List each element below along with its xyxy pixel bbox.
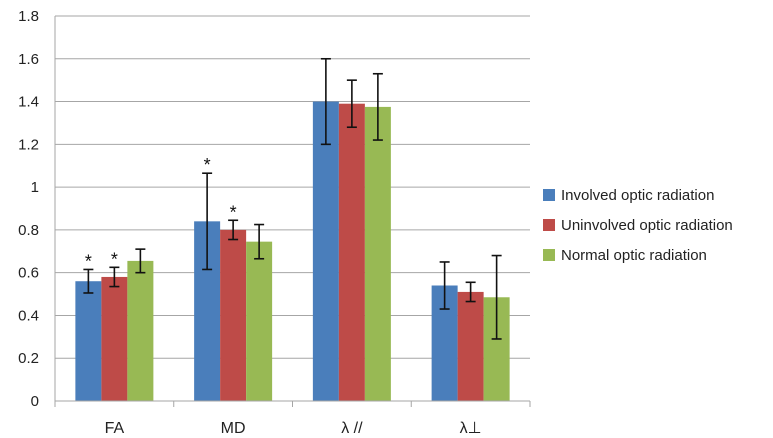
bar (338, 103, 365, 401)
bar (75, 281, 102, 401)
legend-label: Uninvolved optic radiation (561, 216, 733, 234)
y-tick-label: 1.2 (18, 136, 39, 153)
bar (220, 229, 247, 401)
significance-star: * (85, 251, 92, 271)
y-tick-label: 1 (31, 179, 39, 196)
y-axis-tick-labels: 0 0.2 0.4 0.6 0.8 1 1.2 1.4 1.6 1.8 (18, 8, 39, 410)
y-tick-label: 0.2 (18, 350, 39, 367)
category-label: FA (105, 420, 125, 437)
significance-star: * (230, 202, 237, 222)
legend-swatch (543, 219, 555, 231)
category-label: MD (221, 420, 246, 437)
significance-star: * (204, 155, 211, 175)
legend-swatch (543, 189, 555, 201)
legend-label: Involved optic radiation (561, 186, 715, 204)
error-bars (83, 57, 502, 340)
legend-item: Involved optic radiation (543, 180, 733, 210)
bar (101, 276, 128, 401)
y-tick-label: 0.4 (18, 307, 39, 324)
axes (54, 16, 531, 407)
bar (457, 291, 484, 401)
legend-item: Uninvolved optic radiation (543, 210, 733, 240)
y-tick-label: 0.8 (18, 222, 39, 239)
category-label: λ⊥ (460, 420, 482, 437)
bar (127, 260, 154, 401)
bar (364, 106, 391, 402)
y-tick-label: 0.6 (18, 265, 39, 282)
significance-markers: * * * * (85, 155, 237, 271)
category-label: λ // (341, 420, 363, 437)
legend-label: Normal optic radiation (561, 246, 707, 264)
x-axis-category-labels: FA MD λ // λ⊥ (105, 420, 482, 437)
y-tick-label: 1.6 (18, 51, 39, 68)
y-tick-label: 0 (31, 393, 39, 410)
legend-swatch (543, 249, 555, 261)
significance-star: * (111, 249, 118, 269)
legend-item: Normal optic radiation (543, 240, 733, 270)
legend: Involved optic radiation Uninvolved optic… (543, 180, 733, 270)
bars (75, 101, 510, 402)
bar (246, 241, 273, 401)
bar (312, 101, 339, 402)
y-tick-label: 1.8 (18, 8, 39, 25)
y-tick-label: 1.4 (18, 94, 39, 111)
